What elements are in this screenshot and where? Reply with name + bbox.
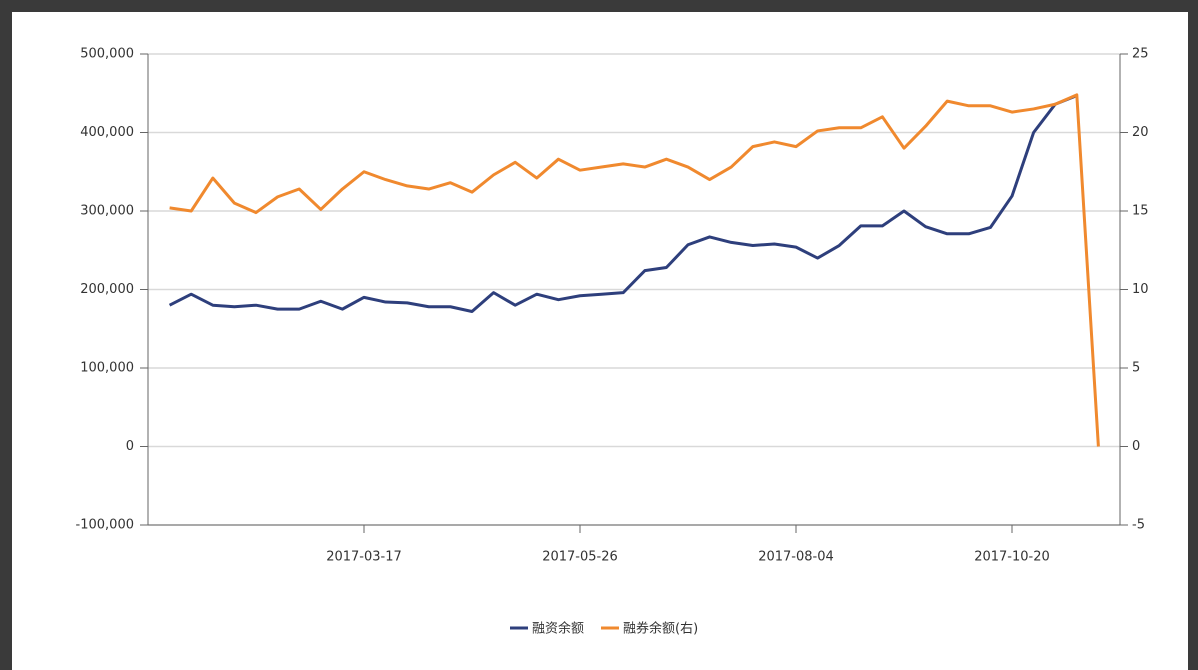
x-tick-label: 2017-05-26 bbox=[542, 550, 618, 565]
legend-label: 融券余额(右) bbox=[623, 621, 698, 637]
y2-tick-label: 5 bbox=[1132, 361, 1140, 376]
y-tick-label: 300,000 bbox=[80, 204, 134, 219]
y-tick-label: 400,000 bbox=[80, 125, 134, 140]
y-tick-label: 100,000 bbox=[80, 361, 134, 376]
y-tick-label: -100,000 bbox=[76, 518, 134, 533]
panel bbox=[12, 12, 1188, 670]
y-tick-label: 200,000 bbox=[80, 282, 134, 297]
legend-label: 融资余额 bbox=[532, 621, 584, 637]
x-tick-label: 2017-03-17 bbox=[326, 550, 402, 565]
y2-tick-label: 15 bbox=[1132, 204, 1149, 219]
series-line bbox=[169, 93, 1100, 447]
y2-tick-label: 0 bbox=[1132, 439, 1140, 454]
y2-tick-label: 10 bbox=[1132, 282, 1149, 297]
y2-tick-label: 25 bbox=[1132, 47, 1149, 62]
y2-tick-label: 20 bbox=[1132, 125, 1149, 140]
y-tick-label: 500,000 bbox=[80, 47, 134, 62]
series-line bbox=[168, 94, 1078, 313]
x-tick-label: 2017-08-04 bbox=[758, 550, 834, 565]
y-tick-label: 0 bbox=[126, 439, 134, 454]
x-tick-label: 2017-10-20 bbox=[974, 550, 1050, 565]
y2-tick-label: -5 bbox=[1132, 518, 1145, 533]
